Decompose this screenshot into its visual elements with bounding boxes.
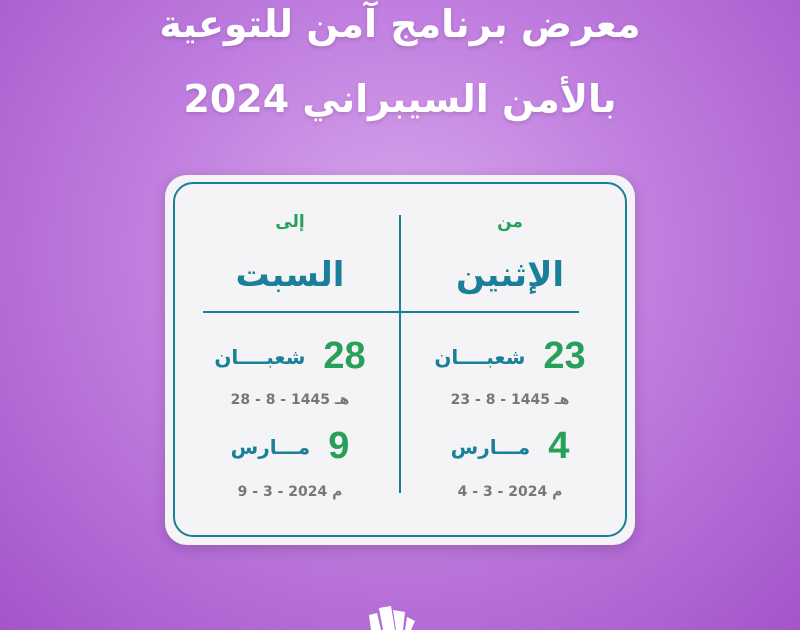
to-label: إلى: [275, 212, 305, 232]
to-greg-date: م 2024 - 3 - 9: [237, 484, 343, 500]
to-hijri: 28 شعبــــان: [180, 335, 400, 378]
from-hijri-date: هـ 1445 - 8 - 23: [450, 392, 570, 408]
from-day: الإثنين: [455, 255, 565, 295]
to-greg-day: 9: [328, 425, 350, 467]
to-column: إلى السبت 28 شعبــــان هـ 1445 - 8 - 28 …: [180, 175, 400, 545]
logo-icon: [369, 606, 415, 630]
from-label: من: [497, 212, 523, 232]
from-greg-month: مـــارس: [450, 434, 531, 459]
title-line-1: معرض برنامج آمن للتوعية: [159, 2, 641, 46]
divider-vertical: [399, 215, 401, 493]
to-greg: 9 مـــارس: [180, 425, 400, 468]
title-line-2: بالأمن السيبراني 2024: [183, 77, 617, 121]
from-greg-date: م 2024 - 3 - 4: [457, 484, 563, 500]
from-greg: 4 مـــارس: [400, 425, 620, 468]
from-greg-day: 4: [548, 425, 570, 467]
divider-horizontal: [203, 311, 579, 313]
from-hijri-month: شعبــــان: [434, 344, 526, 369]
to-hijri-date: هـ 1445 - 8 - 28: [230, 392, 350, 408]
from-hijri: 23 شعبــــان: [400, 335, 620, 378]
to-hijri-day: 28: [323, 335, 366, 377]
to-day: السبت: [235, 255, 345, 295]
date-card: من الإثنين 23 شعبــــان هـ 1445 - 8 - 23…: [165, 175, 635, 545]
to-hijri-month: شعبــــان: [214, 344, 306, 369]
from-column: من الإثنين 23 شعبــــان هـ 1445 - 8 - 23…: [400, 175, 620, 545]
card-border: [173, 182, 627, 537]
to-greg-month: مـــارس: [230, 434, 311, 459]
from-hijri-day: 23: [543, 335, 586, 377]
